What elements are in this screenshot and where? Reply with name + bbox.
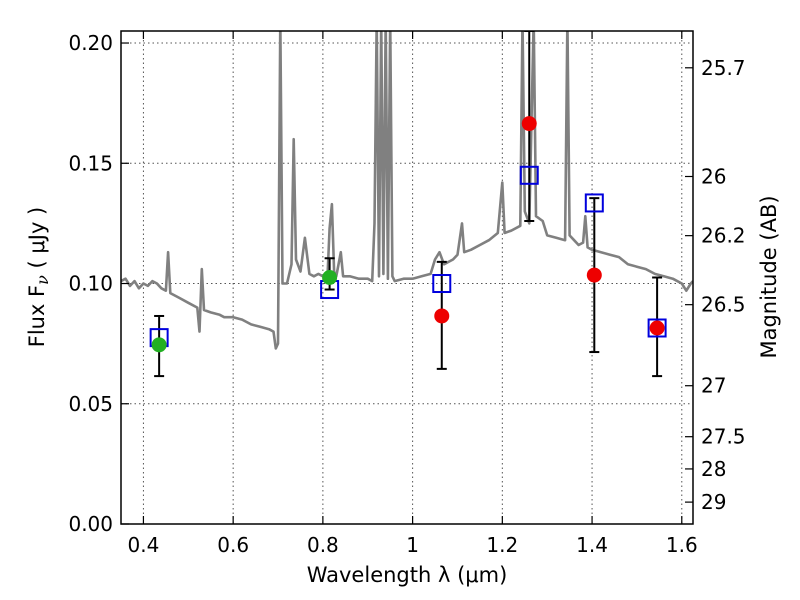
y2-tick-label: 27 bbox=[701, 374, 726, 398]
y-tick-label: 0.05 bbox=[68, 392, 113, 416]
y2-tick-label: 26.5 bbox=[701, 293, 746, 317]
x-tick-label: 1.4 bbox=[576, 533, 608, 557]
plot-frame bbox=[120, 30, 694, 525]
y-tick-label: 0.15 bbox=[68, 151, 113, 175]
blue-square-marker bbox=[647, 318, 667, 338]
y2-tick-label: 25.7 bbox=[701, 56, 746, 80]
spectrum-line bbox=[121, 31, 693, 350]
x-tick-label: 0.8 bbox=[307, 533, 339, 557]
y-tick-label: 0.10 bbox=[68, 272, 113, 296]
blue-square-marker bbox=[584, 193, 604, 213]
y2-axis-label: Magnitude (AB) bbox=[757, 195, 781, 358]
y-tick-label: 0.20 bbox=[68, 31, 113, 55]
y-axis-label-unit: ( μJy ) bbox=[25, 207, 49, 275]
x-tick-label: 0.6 bbox=[217, 533, 249, 557]
y2-tick-label: 26 bbox=[701, 164, 726, 188]
y-tick-label: 0.00 bbox=[68, 512, 113, 536]
y2-tick-label: 29 bbox=[701, 490, 726, 514]
blue-square-marker bbox=[432, 274, 452, 294]
x-axis-label: Wavelength λ (μm) bbox=[307, 563, 508, 587]
y2-tick-label: 27.5 bbox=[701, 425, 746, 449]
x-tick-label: 0.4 bbox=[128, 533, 160, 557]
y2-tick-label: 26.2 bbox=[701, 224, 746, 248]
red-point-marker bbox=[586, 267, 602, 283]
y-axis-label-subscript: ν bbox=[33, 275, 52, 285]
green-point-marker bbox=[322, 270, 338, 285]
red-point-marker bbox=[521, 116, 537, 132]
x-tick-label: 1.6 bbox=[666, 533, 698, 557]
red-point-marker bbox=[649, 320, 665, 336]
y2-tick-label: 28 bbox=[701, 457, 726, 481]
x-tick-label: 1.2 bbox=[486, 533, 518, 557]
x-tick-label: 1 bbox=[406, 533, 419, 557]
blue-square-marker bbox=[519, 165, 539, 185]
y-axis-label-main: Flux F bbox=[25, 285, 49, 347]
green-point-marker bbox=[151, 337, 167, 353]
y-axis-label: Flux Fν ( μJy ) bbox=[25, 207, 52, 348]
red-point-marker bbox=[434, 308, 450, 324]
